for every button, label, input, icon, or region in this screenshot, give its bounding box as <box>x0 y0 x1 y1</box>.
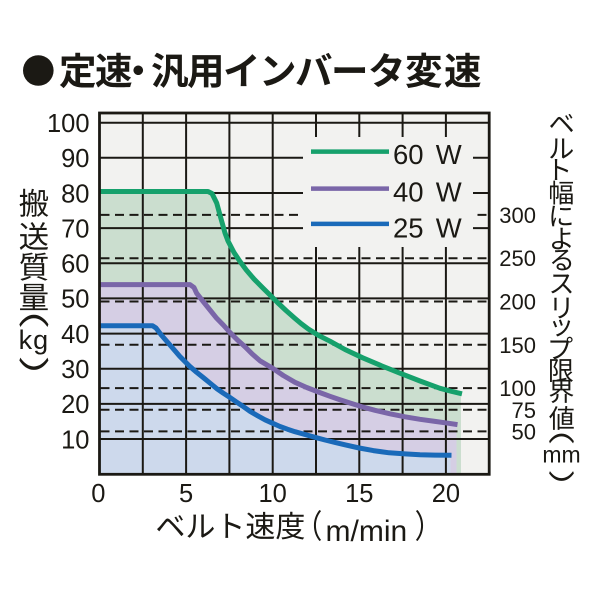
svg-text:kg: kg <box>19 325 50 355</box>
svg-text:40: 40 <box>61 321 89 349</box>
svg-text:25 W: 25 W <box>393 213 462 244</box>
svg-text:60: 60 <box>61 251 89 279</box>
svg-text:60 W: 60 W <box>393 139 462 170</box>
svg-text:10: 10 <box>61 426 89 454</box>
svg-text:300: 300 <box>499 203 536 228</box>
svg-text:5: 5 <box>179 480 193 508</box>
svg-text:150: 150 <box>499 333 536 358</box>
svg-text:mm: mm <box>542 442 580 468</box>
svg-text:200: 200 <box>499 290 536 315</box>
svg-text:75: 75 <box>512 398 536 423</box>
svg-text:50: 50 <box>512 419 536 444</box>
svg-text:40 W: 40 W <box>393 176 462 207</box>
svg-text:100: 100 <box>47 110 90 138</box>
svg-text:15: 15 <box>345 480 373 508</box>
svg-text:20: 20 <box>61 391 89 419</box>
svg-text:100: 100 <box>499 376 536 401</box>
svg-text:10: 10 <box>259 480 287 508</box>
svg-text:90: 90 <box>61 145 89 173</box>
svg-text:m/min: m/min <box>326 515 408 548</box>
svg-text:50: 50 <box>61 286 89 314</box>
svg-text:30: 30 <box>61 356 89 384</box>
svg-text:80: 80 <box>61 180 89 208</box>
svg-text:20: 20 <box>432 480 460 508</box>
svg-text:0: 0 <box>91 480 105 508</box>
svg-text:70: 70 <box>61 215 89 243</box>
svg-text:250: 250 <box>499 246 536 271</box>
